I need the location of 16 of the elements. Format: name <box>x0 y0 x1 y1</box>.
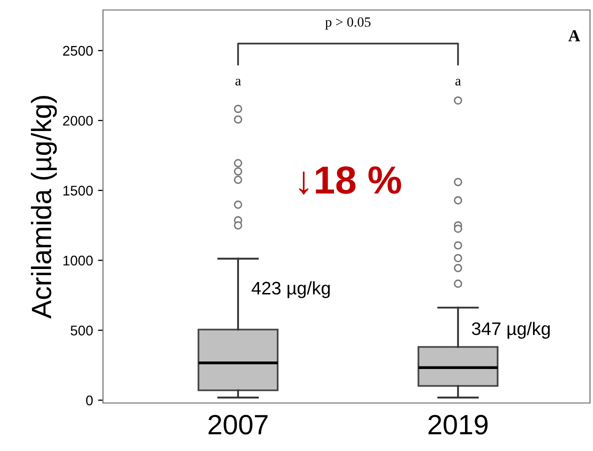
y-tick-label: 1000 <box>63 256 93 266</box>
annotation: 347 µg/kg <box>472 322 550 339</box>
annotation: A <box>568 30 580 42</box>
y-axis-title: Acrilamida (µg/kg) <box>30 96 57 319</box>
y-tick-label: 2500 <box>63 46 93 56</box>
annotation: p > 0.05 <box>325 17 371 30</box>
x-tick-label: 2007 <box>208 414 268 435</box>
annotation: a <box>455 78 461 86</box>
y-tick-label: 0 <box>86 396 93 406</box>
y-tick-label: 1500 <box>63 186 93 196</box>
y-tick-label: 500 <box>70 326 93 336</box>
x-tick-label: 2019 <box>428 414 488 435</box>
annotation: ↓18 % <box>299 166 402 195</box>
annotation: a <box>235 78 241 86</box>
y-tick-label: 2000 <box>63 116 93 126</box>
annotation: 423 µg/kg <box>252 281 330 298</box>
